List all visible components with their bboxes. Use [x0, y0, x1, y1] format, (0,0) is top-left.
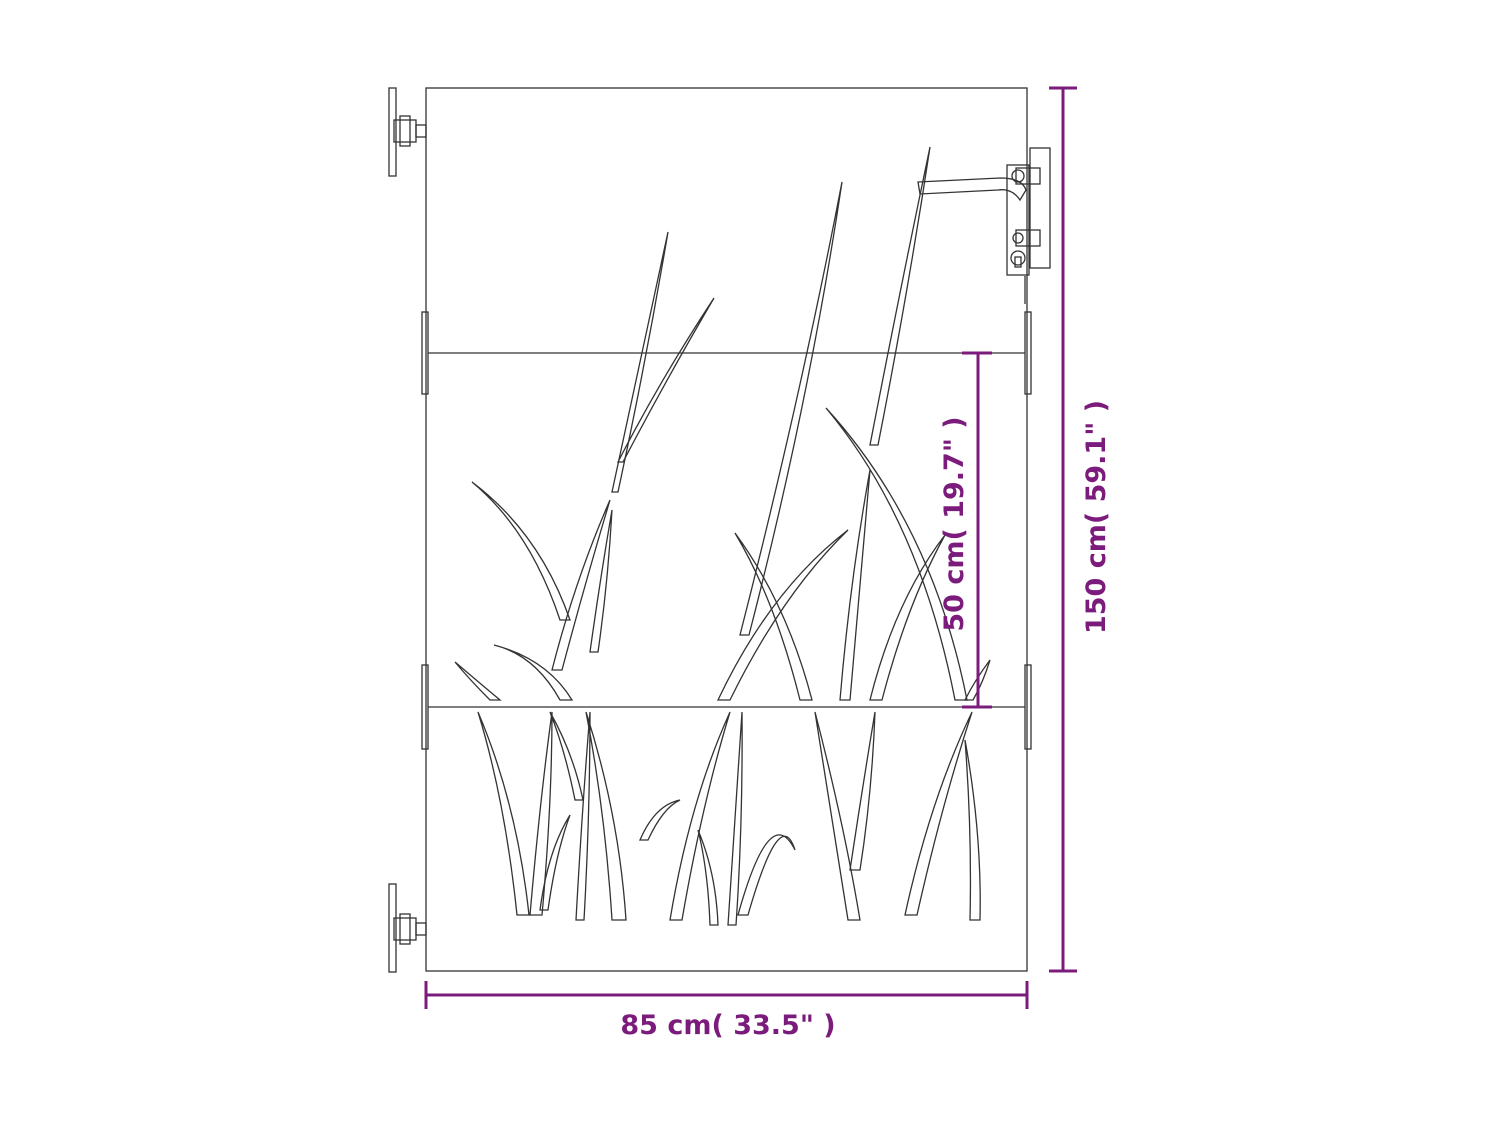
- dimension-lines: [424, 86, 1077, 1009]
- grass-blade: [727, 711, 743, 926]
- grass-blade: [716, 529, 849, 701]
- grass-blade: [839, 469, 871, 701]
- grass-blade: [585, 711, 627, 921]
- grass-blade: [551, 499, 611, 671]
- grass-blade: [964, 739, 981, 921]
- grass-blade: [904, 711, 973, 916]
- grass-blade: [869, 534, 946, 701]
- grass-blade: [549, 711, 584, 801]
- gate-frame: [425, 87, 1028, 972]
- grass-blade: [493, 644, 574, 701]
- door-handle-icon: [917, 177, 1027, 202]
- grass-blade: [616, 297, 715, 463]
- grass-blade: [589, 509, 613, 653]
- top-hinge-icon: [388, 87, 427, 177]
- grass-blade: [849, 711, 876, 871]
- grass-blade: [575, 711, 591, 921]
- gate-panel: [388, 87, 1051, 973]
- grass-blade: [739, 181, 843, 636]
- grass-blade: [697, 829, 719, 926]
- grass-blade: [737, 834, 796, 916]
- grass-blade: [539, 814, 571, 911]
- grass-blade: [669, 711, 731, 921]
- grass-blade: [825, 407, 968, 701]
- grass-blade: [814, 711, 861, 921]
- grass-pattern: [454, 146, 991, 926]
- grass-blade: [471, 481, 571, 621]
- grass-blade: [639, 799, 681, 841]
- grass-blade: [477, 711, 530, 916]
- rail-spacing-label: 50 cm( 19.7" ): [939, 416, 970, 631]
- latch-lock-icon: [1006, 147, 1051, 304]
- grass-blade: [869, 146, 931, 446]
- grass-blade: [529, 711, 553, 916]
- grass-blade: [611, 231, 669, 493]
- width-label: 85 cm( 33.5" ): [620, 1010, 835, 1041]
- bottom-hinge-icon: [388, 883, 427, 973]
- height-label: 150 cm( 59.1" ): [1081, 400, 1112, 634]
- rail-brackets: [421, 311, 1032, 750]
- grass-blade: [734, 532, 813, 701]
- grass-blade: [454, 661, 502, 701]
